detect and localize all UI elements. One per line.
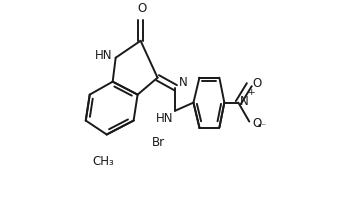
Text: CH₃: CH₃ bbox=[93, 155, 115, 168]
Text: HN: HN bbox=[95, 49, 113, 62]
Text: O: O bbox=[252, 76, 262, 90]
Text: Br: Br bbox=[152, 135, 165, 149]
Text: N: N bbox=[240, 95, 249, 108]
Text: O: O bbox=[252, 117, 262, 130]
Text: +: + bbox=[247, 88, 254, 97]
Text: HN: HN bbox=[156, 112, 174, 125]
Text: •⁻: •⁻ bbox=[257, 122, 267, 131]
Text: N: N bbox=[179, 76, 188, 89]
Text: O: O bbox=[137, 2, 147, 15]
